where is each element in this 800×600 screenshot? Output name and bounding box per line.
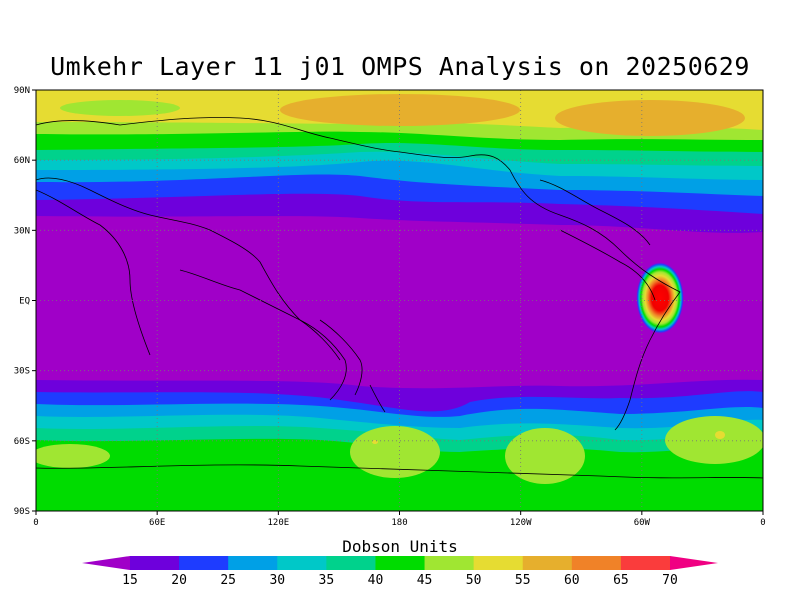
y-tick-label: 90S — [14, 507, 30, 517]
colorbar-swatch — [130, 556, 180, 570]
y-tick-label: 60S — [14, 437, 30, 447]
x-tick-label: 120E — [267, 518, 289, 528]
x-tick-label: 60E — [149, 518, 165, 528]
map-title: Umkehr Layer 11 j01 OMPS Analysis on 202… — [50, 52, 750, 81]
y-tick-label: 60N — [14, 156, 30, 166]
colorbar-max-arrow — [670, 556, 718, 570]
colorbar-min-arrow — [82, 556, 130, 570]
colorbar-title: Dobson Units — [342, 537, 458, 556]
colorbar-swatch — [326, 556, 376, 570]
x-tick-label: 0 — [760, 518, 765, 528]
y-tick-label: EQ — [19, 297, 30, 307]
colorbar-label: 65 — [613, 573, 629, 588]
colorbar-swatch — [522, 556, 573, 570]
y-tick-label: 30N — [14, 226, 30, 236]
y-tick-label: 30S — [14, 367, 30, 377]
y-tick-label: 90N — [14, 86, 30, 96]
colorbar-label: 25 — [220, 573, 236, 588]
colorbar-label: 70 — [662, 573, 678, 588]
colorbar: 15 20 25 30 35 40 45 50 55 60 65 70 — [82, 556, 718, 588]
colorbar-label: 50 — [466, 573, 482, 588]
colorbar-swatch — [228, 556, 278, 570]
x-axis-ticks: 0 60E 120E 180 120W 60W 0 — [33, 511, 766, 528]
colorbar-label: 60 — [564, 573, 580, 588]
x-tick-label: 120W — [510, 518, 532, 528]
colorbar-label: 40 — [368, 573, 384, 588]
colorbar-label: 20 — [171, 573, 187, 588]
colorbar-swatch — [571, 556, 622, 570]
colorbar-label: 30 — [269, 573, 285, 588]
x-tick-label: 0 — [33, 518, 38, 528]
y-axis-ticks: 90N 60N 30N EQ 30S 60S 90S — [14, 86, 36, 517]
coastlines — [36, 117, 763, 479]
colorbar-swatch — [179, 556, 229, 570]
colorbar-swatch — [375, 556, 426, 570]
colorbar-swatch — [473, 556, 524, 570]
colorbar-swatch — [277, 556, 327, 570]
colorbar-swatch — [424, 556, 475, 570]
colorbar-label: 45 — [417, 573, 433, 588]
colorbar-swatch — [620, 556, 671, 570]
colorbar-label: 15 — [122, 573, 138, 588]
colorbar-label: 35 — [319, 573, 335, 588]
colorbar-label: 55 — [515, 573, 531, 588]
x-tick-label: 60W — [634, 518, 651, 528]
x-tick-label: 180 — [391, 518, 407, 528]
